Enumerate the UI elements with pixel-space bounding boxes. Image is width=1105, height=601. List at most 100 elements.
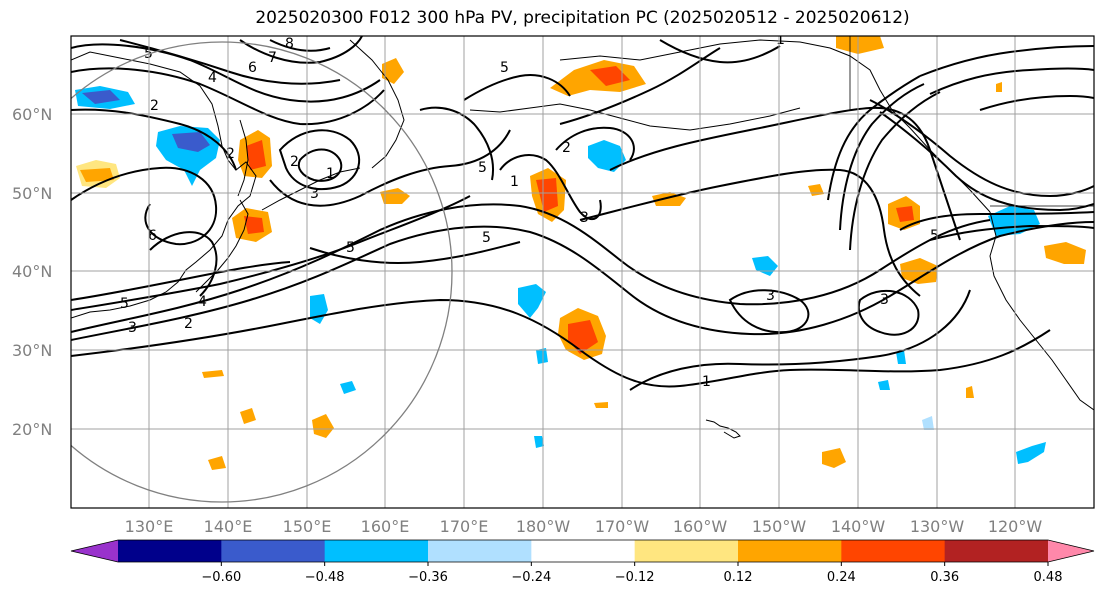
contour-label: 5 — [478, 160, 487, 176]
pv-contour — [499, 154, 602, 221]
contour-label: 4 — [198, 294, 207, 310]
pv-contour — [869, 99, 1094, 198]
contour-label: 5 — [346, 240, 355, 256]
lon-label: 120°W — [988, 517, 1043, 536]
pv-contour — [71, 203, 991, 333]
precip-negative-region — [896, 350, 906, 364]
pv-contour — [929, 67, 1094, 95]
lon-label: 150°W — [752, 517, 807, 536]
contour-label: 1 — [510, 174, 519, 190]
pv-contour — [309, 241, 521, 265]
pv-contour — [71, 108, 237, 171]
lat-label: 30°N — [12, 341, 52, 360]
pv-contour — [839, 83, 925, 231]
lon-label: 140°W — [831, 517, 886, 536]
contour-label: 8 — [285, 36, 294, 52]
precip-positive-region — [380, 188, 410, 204]
pv-contour — [269, 39, 331, 52]
precip-negative-region — [878, 380, 890, 390]
pv-contour — [239, 36, 363, 64]
lon-label: 150°E — [283, 517, 332, 536]
colorbar-extend-high — [1048, 540, 1094, 562]
contour-label: 3 — [880, 292, 889, 308]
map-frame — [70, 35, 1095, 509]
contour-label: 4 — [208, 70, 217, 86]
lat-label: 20°N — [12, 420, 52, 439]
pv-contour — [929, 224, 1094, 241]
coastline-kuril — [261, 167, 361, 211]
pv-contour — [629, 289, 971, 391]
pv-contour — [728, 289, 810, 334]
coastline-asia — [71, 51, 257, 319]
colorbar-tick-label: −0.60 — [201, 570, 241, 585]
colorbar-tick-label: −0.12 — [615, 570, 655, 585]
precip-positive-region — [1044, 242, 1086, 264]
precip-positive-region — [312, 414, 334, 438]
contour-label: 3 — [310, 186, 319, 202]
contour-label: 5 — [930, 228, 939, 244]
precip-negative-region — [340, 381, 356, 394]
colorbar-extend-low — [71, 540, 118, 562]
contour-label: 5 — [482, 230, 491, 246]
precip-positive-region — [240, 408, 256, 424]
precip-negative-region — [1016, 442, 1046, 464]
precip-negative-region — [536, 348, 548, 364]
latitude-labels: 60°N 50°N 40°N 30°N 20°N — [12, 105, 52, 439]
colorbar-swatch — [221, 540, 326, 562]
pv-contour — [879, 111, 1094, 212]
lon-label: 130°W — [910, 517, 965, 536]
pv-contour — [419, 106, 494, 181]
lat-label: 40°N — [12, 262, 52, 281]
precip-positive-region — [594, 402, 608, 408]
contour-label: 5 — [500, 60, 509, 76]
pv-contour — [71, 298, 1051, 388]
colorbar-tick-label: −0.36 — [408, 570, 448, 585]
coastline-aleutian — [469, 103, 801, 131]
pv-contour — [919, 45, 1094, 77]
pv-contour — [119, 39, 341, 85]
map-title: 2025020300 F012 300 hPa PV, precipitatio… — [255, 8, 910, 28]
pv-contour — [659, 39, 781, 64]
precip-positive-region — [202, 370, 224, 378]
distance-circle — [71, 41, 453, 503]
contour-label: 1 — [702, 374, 711, 390]
colorbar-tick-label: 0.36 — [930, 570, 959, 585]
pv-contour-labels: 5 8 7 6 4 2 2 2 1 3 6 5 3 2 4 5 5 5 2 1 … — [120, 36, 939, 390]
contour-label: 3 — [128, 320, 137, 336]
precip-positive-region — [822, 448, 846, 468]
pv-contour — [555, 126, 635, 161]
colorbar: −0.60 −0.48 −0.36 −0.24 −0.12 0.12 0.24 0.36 0.4… — [70, 539, 1095, 585]
lon-label: 160°E — [361, 517, 410, 536]
colorbar-swatch — [118, 540, 222, 562]
coastline-hawaii — [705, 419, 741, 439]
pv-contour — [71, 67, 385, 126]
contour-label: 2 — [184, 316, 193, 332]
precip-positive-region — [966, 386, 974, 398]
pv-contour — [899, 211, 1094, 231]
contour-label: 1 — [326, 166, 335, 182]
colorbar-swatch — [944, 540, 1049, 562]
contour-label: 3 — [766, 288, 775, 304]
precip-negative-region — [518, 284, 546, 318]
coastline-japan — [195, 199, 249, 293]
contour-label: 2 — [150, 98, 159, 114]
colorbar-tick-label: −0.48 — [305, 570, 345, 585]
colorbar-tick-label: −0.24 — [511, 570, 551, 585]
colorbar-tick-label: 0.48 — [1034, 570, 1063, 585]
pv-contour — [71, 261, 291, 301]
pv-contour — [559, 47, 721, 125]
precip-negative-region — [588, 140, 626, 172]
pv-contour — [71, 43, 381, 103]
lon-label: 140°E — [204, 517, 253, 536]
pv-contour — [579, 168, 921, 297]
pv-contour — [71, 166, 218, 246]
precip-positive-region — [836, 36, 884, 54]
precip-negative-region — [922, 416, 934, 430]
colorbar-swatch — [738, 540, 842, 562]
colorbar-swatch — [841, 540, 946, 562]
pv-contour — [857, 290, 920, 336]
colorbar-swatch — [531, 540, 636, 562]
longitude-labels: 130°E 140°E 150°E 160°E 170°E 180°W 170°… — [125, 517, 1043, 536]
pv-contour — [297, 148, 343, 182]
